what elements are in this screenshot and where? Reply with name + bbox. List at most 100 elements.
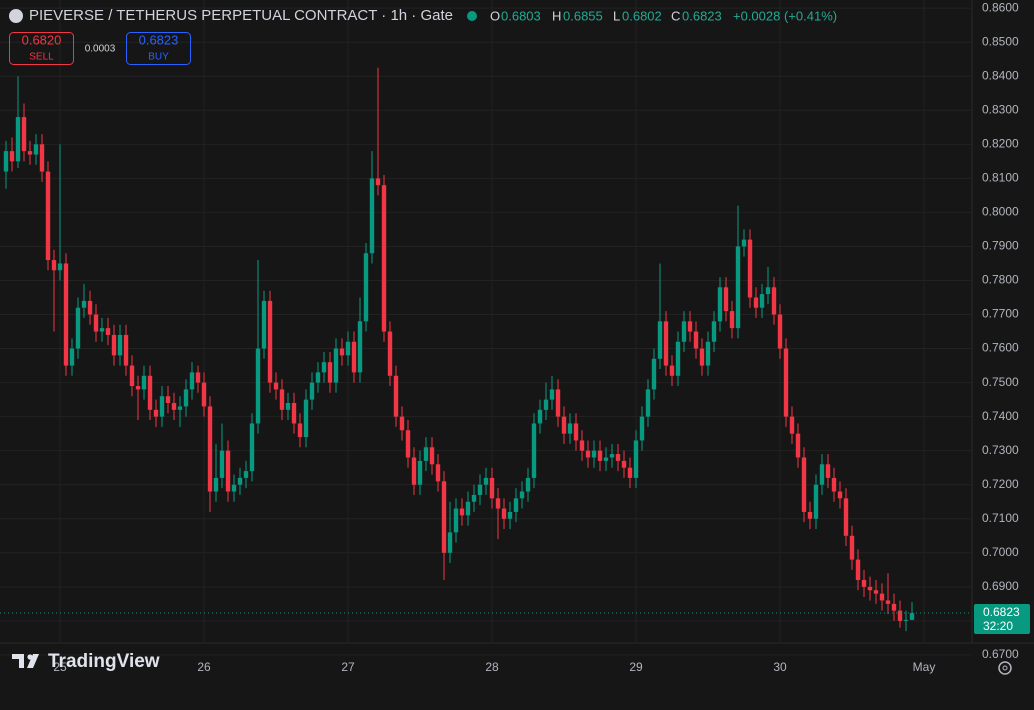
legend-change: +0.0028 (+0.41%) [733, 8, 837, 23]
candle-body [81, 300, 87, 308]
x-tick-label: 30 [773, 660, 787, 674]
candle-body [675, 341, 681, 376]
candle-body [867, 586, 873, 591]
settings-icon[interactable] [998, 661, 1012, 675]
candle-body [405, 430, 411, 458]
candle-body [603, 457, 609, 461]
candle-body [231, 484, 237, 492]
candle-body [855, 559, 861, 581]
sell-price[interactable]: 0.6820 [22, 32, 62, 47]
candle-body [813, 484, 819, 519]
candle-body [819, 464, 825, 485]
candle-body [747, 239, 753, 298]
candle-body [207, 406, 213, 492]
candle-body [777, 314, 783, 349]
candle-body [651, 358, 657, 390]
candle-body [417, 460, 423, 485]
settings-icon[interactable] [998, 661, 1012, 675]
candle-body [567, 423, 573, 434]
legend-h: 0.6855 [563, 8, 603, 23]
x-tick-label: 27 [341, 660, 355, 674]
x-tick-label: 25 [53, 660, 67, 674]
y-tick-label: 0.7800 [982, 273, 1019, 287]
candle-body [321, 362, 327, 373]
candle-body [783, 348, 789, 417]
last-price-label: 0.6823 [983, 605, 1020, 619]
y-tick-label: 0.8500 [982, 34, 1019, 48]
candle-body [543, 399, 549, 410]
y-tick-label: 0.8300 [982, 102, 1019, 116]
candle-body [663, 321, 669, 366]
buy-price[interactable]: 0.6823 [139, 32, 179, 47]
candle-body [711, 321, 717, 342]
candle-body [177, 406, 183, 410]
x-tick-label: 29 [629, 660, 643, 674]
candle-body [501, 508, 507, 519]
candle-body [75, 307, 81, 349]
y-tick-label: 0.8600 [982, 0, 1019, 14]
candle-body [381, 185, 387, 332]
candle-body [219, 450, 225, 478]
candle-body [771, 287, 777, 315]
candle-body [903, 619, 909, 621]
candle-body [693, 331, 699, 349]
y-tick-label: 0.8400 [982, 68, 1019, 82]
candle-body [429, 447, 435, 465]
candle-body [909, 613, 915, 620]
candle-body [33, 144, 39, 155]
legend-c-label: C [671, 8, 680, 23]
candle-body [315, 372, 321, 383]
candle-body [51, 260, 57, 271]
candle-body [117, 334, 123, 356]
candle-body [303, 399, 309, 438]
candle-body [435, 464, 441, 482]
candle-body [27, 151, 33, 155]
candle-body [843, 498, 849, 536]
candle-body [261, 300, 267, 349]
candle-body [549, 389, 555, 400]
y-tick-label: 0.7300 [982, 443, 1019, 457]
legend-l: 0.6802 [622, 8, 662, 23]
candle-body [537, 409, 543, 424]
candle-body [591, 450, 597, 458]
candle-body [753, 297, 759, 308]
y-tick-label: 0.7200 [982, 477, 1019, 491]
candle-body [447, 532, 453, 553]
candle-body [579, 440, 585, 451]
candle-body [165, 396, 171, 404]
candle-body [765, 287, 771, 295]
candle-body [891, 603, 897, 611]
candle-body [99, 328, 105, 332]
plot: 0.8600 0.8500 0.8400 0.8300 0.8200 0.8100 0.80… [0, 0, 1030, 674]
candle-body [183, 389, 189, 407]
settings-icon[interactable] [1002, 665, 1008, 671]
candle-body [369, 178, 375, 254]
candle-body [387, 331, 393, 376]
candle-body [63, 263, 69, 366]
candle-body [213, 477, 219, 492]
candle-body [627, 467, 633, 478]
candle-body [615, 454, 621, 461]
candle-body [189, 372, 195, 390]
candle-body [351, 341, 357, 373]
sell-button[interactable] [9, 32, 74, 65]
buy-label[interactable]: BUY [148, 52, 169, 63]
candle-body [645, 389, 651, 417]
candle-body [159, 396, 165, 417]
candle-body [3, 151, 9, 172]
candle-body [441, 481, 447, 553]
candle-body [825, 464, 831, 478]
buy-button[interactable] [126, 32, 191, 65]
y-tick-label: 0.7000 [982, 545, 1019, 559]
x-tick-label: 26 [197, 660, 211, 674]
candle-body [465, 501, 471, 516]
candle-body [357, 321, 363, 373]
sell-label[interactable]: SELL [29, 52, 54, 63]
candle-body [171, 403, 177, 410]
candle-body [879, 593, 885, 601]
candle-body [621, 460, 627, 468]
candle-body [597, 450, 603, 461]
candle-body [153, 409, 159, 417]
candle-body [525, 477, 531, 492]
